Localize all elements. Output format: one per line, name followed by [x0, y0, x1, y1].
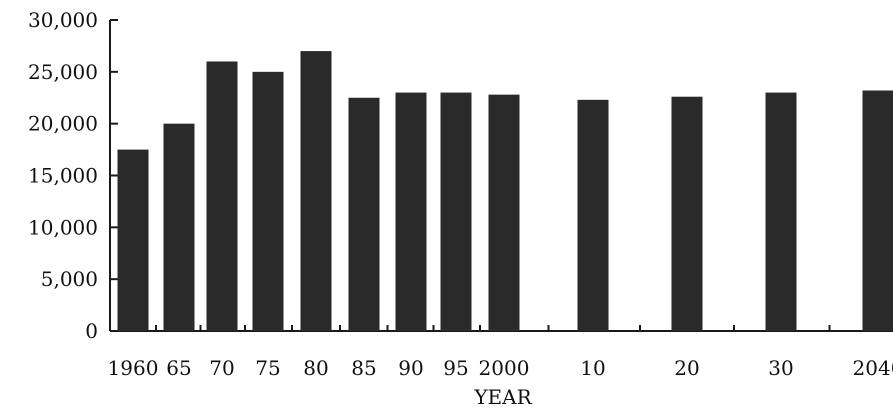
- plot-area: 0 5,000 10,000 15,000 20,000 25,000 30,000 1960…: [28, 8, 893, 380]
- x-tick-label: 85: [351, 356, 376, 380]
- bar-2010: [577, 99, 609, 331]
- x-tick-label: 95: [443, 356, 468, 380]
- x-tick-label: 80: [303, 356, 328, 380]
- y-tick-label: 20,000: [28, 112, 98, 136]
- bar-2030: [765, 92, 797, 331]
- x-tick-label: 10: [580, 356, 605, 380]
- y-tick-label: 30,000: [28, 8, 98, 32]
- x-tick-label: 90: [398, 356, 423, 380]
- bar-1985: [348, 97, 380, 331]
- x-tick-label: 75: [255, 356, 280, 380]
- bar-1970: [206, 61, 238, 331]
- bar-1960: [117, 149, 149, 331]
- bar-1990: [395, 92, 427, 331]
- bar-1995: [440, 92, 472, 331]
- bar-1980: [300, 51, 332, 331]
- y-tick-label: 10,000: [28, 215, 98, 239]
- x-tick-label: 70: [209, 356, 234, 380]
- x-tick-label: 2000: [479, 356, 530, 380]
- x-axis-title: YEAR: [473, 385, 532, 409]
- y-tick-label: 0: [85, 319, 98, 343]
- bar-1965: [163, 123, 195, 332]
- bar-2040: [862, 90, 893, 331]
- y-tick-label: 15,000: [28, 164, 98, 188]
- x-tick-label: 2040: [853, 356, 893, 380]
- y-tick-label: 5,000: [41, 267, 98, 291]
- x-tick-label: 1960: [108, 356, 159, 380]
- x-tick-label: 65: [166, 356, 191, 380]
- bar-2000: [488, 94, 520, 331]
- bar-2020: [671, 96, 703, 331]
- bar-1975: [252, 71, 284, 331]
- x-tick-label: 20: [674, 356, 699, 380]
- x-tick-label: 30: [768, 356, 793, 380]
- y-tick-label: 25,000: [28, 60, 98, 84]
